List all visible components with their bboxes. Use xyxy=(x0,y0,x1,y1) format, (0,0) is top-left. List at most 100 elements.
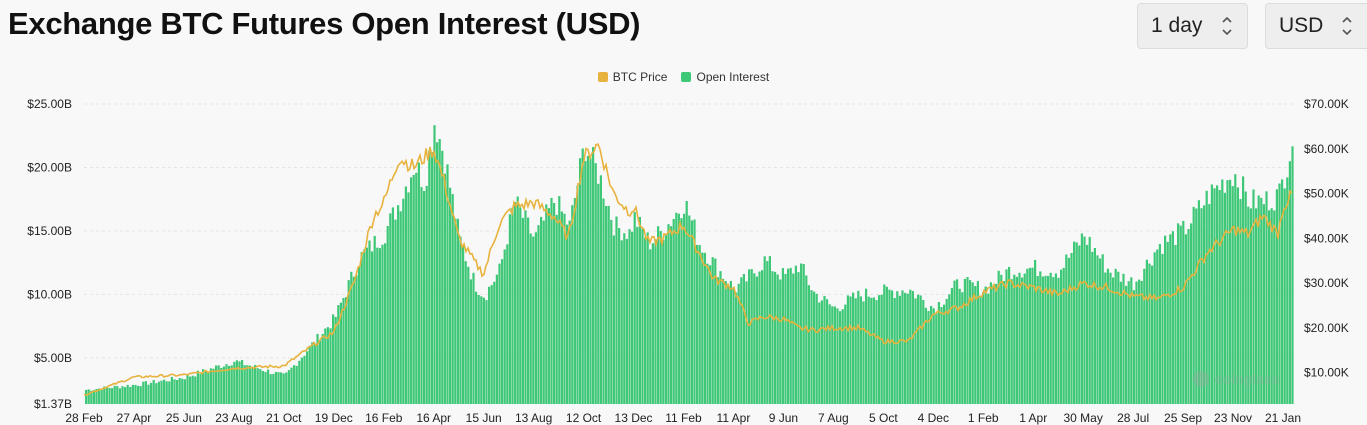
open-interest-bar xyxy=(189,376,192,404)
left-axis-tick-label: $15.00B xyxy=(27,224,72,238)
open-interest-bar xyxy=(854,298,857,404)
open-interest-bar xyxy=(1086,244,1089,404)
open-interest-bar xyxy=(698,245,701,404)
open-interest-bar xyxy=(105,387,108,404)
open-interest-bar xyxy=(714,258,717,404)
open-interest-bar xyxy=(303,355,306,404)
open-interest-bar xyxy=(131,384,134,404)
open-interest-bar xyxy=(306,351,309,404)
open-interest-bar xyxy=(389,213,392,404)
x-axis-tick-label: 1 Feb xyxy=(968,411,999,425)
open-interest-bar xyxy=(644,237,647,404)
open-interest-bar xyxy=(688,215,691,404)
open-interest-bar xyxy=(1008,267,1011,404)
watermark-text: coinglass xyxy=(1215,371,1280,387)
open-interest-bar xyxy=(1195,208,1198,404)
open-interest-bar xyxy=(410,177,413,404)
open-interest-bar xyxy=(787,268,790,404)
legend-item-btc-price[interactable]: BTC Price xyxy=(597,70,667,84)
open-interest-bar xyxy=(238,361,241,404)
open-interest-bar xyxy=(137,385,140,404)
open-interest-bar xyxy=(1062,267,1065,404)
x-axis-tick-label: 11 Feb xyxy=(665,411,702,425)
open-interest-bar xyxy=(693,219,696,404)
currency-select[interactable]: USD xyxy=(1265,3,1367,49)
open-interest-bar xyxy=(930,306,933,404)
open-interest-bar xyxy=(355,275,358,404)
open-interest-bar xyxy=(1047,275,1050,404)
open-interest-bar xyxy=(865,288,868,404)
open-interest-bar xyxy=(1109,272,1112,404)
open-interest-bar xyxy=(173,379,176,404)
open-interest-bar xyxy=(573,198,576,404)
open-interest-bar xyxy=(651,243,654,404)
left-axis-tick-label: $25.00B xyxy=(27,97,72,111)
open-interest-bar xyxy=(464,261,467,404)
open-interest-bar xyxy=(116,386,119,404)
open-interest-bar xyxy=(857,290,860,404)
open-interest-bar xyxy=(259,369,262,404)
open-interest-bar xyxy=(443,173,446,404)
open-interest-bar xyxy=(1218,190,1221,404)
open-interest-bar xyxy=(1078,245,1081,404)
open-interest-bar xyxy=(612,235,615,404)
open-interest-bar xyxy=(997,270,1000,404)
open-interest-bar xyxy=(222,366,225,404)
open-interest-bar xyxy=(1028,267,1031,404)
open-interest-bar xyxy=(347,280,350,404)
open-interest-bar xyxy=(194,376,197,404)
open-interest-bar xyxy=(1239,199,1242,404)
open-interest-bar xyxy=(1288,161,1291,404)
open-interest-bar xyxy=(433,125,436,404)
open-interest-bar xyxy=(659,231,662,404)
open-interest-bar xyxy=(269,374,272,404)
open-interest-bar xyxy=(727,286,730,404)
legend-item-open-interest[interactable]: Open Interest xyxy=(681,70,769,84)
open-interest-bar xyxy=(147,384,150,404)
open-interest-bar xyxy=(248,365,251,404)
open-interest-bar xyxy=(1143,268,1146,404)
open-interest-bar xyxy=(779,279,782,404)
open-interest-bar xyxy=(625,239,628,404)
open-interest-bar xyxy=(1099,258,1102,404)
open-interest-bar xyxy=(139,386,142,404)
open-interest-bar xyxy=(1096,255,1099,404)
open-interest-bar xyxy=(511,207,514,404)
open-interest-bar xyxy=(1153,252,1156,404)
btc-price-line-layer xyxy=(83,143,1293,396)
open-interest-bar xyxy=(1197,200,1200,404)
open-interest-bar xyxy=(524,210,527,404)
open-interest-bar xyxy=(1010,279,1013,404)
open-interest-bar xyxy=(295,365,298,404)
watermark: coinglass xyxy=(1193,371,1280,387)
open-interest-bar xyxy=(267,369,270,404)
open-interest-bar xyxy=(807,285,810,404)
open-interest-bar xyxy=(696,244,699,404)
interval-select[interactable]: 1 day xyxy=(1137,3,1248,49)
open-interest-bar xyxy=(391,207,394,404)
open-interest-bar xyxy=(332,314,335,404)
x-axis-tick-label: 21 Jan xyxy=(1265,411,1301,425)
open-interest-bar xyxy=(316,333,319,404)
open-interest-bar xyxy=(415,172,418,404)
open-interest-bar xyxy=(823,296,826,404)
open-interest-bar xyxy=(1119,281,1122,404)
open-interest-bar xyxy=(1291,146,1294,405)
interval-select-value: 1 day xyxy=(1151,14,1203,37)
open-interest-bar xyxy=(937,302,940,404)
open-interest-bar xyxy=(974,286,977,404)
open-interest-bar xyxy=(204,370,207,404)
open-interest-bar xyxy=(948,294,951,404)
open-interest-bar xyxy=(742,274,745,404)
open-interest-bar xyxy=(124,387,127,404)
open-interest-bar xyxy=(633,212,636,404)
x-axis-tick-label: 11 Apr xyxy=(717,411,751,425)
open-interest-bar xyxy=(963,278,966,404)
open-interest-bar xyxy=(969,280,972,404)
open-interest-bar xyxy=(904,292,907,404)
open-interest-bar xyxy=(709,265,712,404)
open-interest-bar xyxy=(849,296,852,404)
open-interest-bar xyxy=(560,211,563,404)
open-interest-bar xyxy=(1070,253,1073,404)
open-interest-bar xyxy=(755,276,758,404)
